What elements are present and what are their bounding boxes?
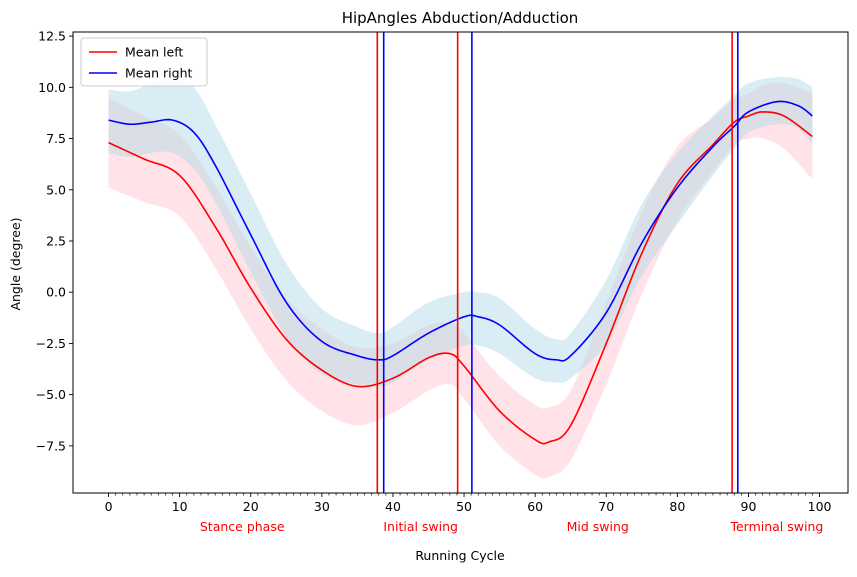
phase-label: Initial swing [383,519,458,534]
series-line-mean-left [108,111,813,445]
legend: Mean left Mean right [80,37,208,87]
x-tick-label: 40 [385,499,401,514]
y-tick-label: −5.0 [36,387,66,402]
y-tick-label: 2.5 [46,233,66,248]
legend-box [80,37,208,87]
legend-label: Mean left [125,45,183,60]
confidence-band-right [108,76,813,387]
y-tick-label: 7.5 [46,131,66,146]
x-tick-label: 90 [741,499,757,514]
x-axis-ticks: 0 10 20 30 40 50 60 70 80 90 100 [105,493,832,514]
phase-label: Terminal swing [729,519,823,534]
x-axis-title: Running Cycle [415,548,505,563]
phase-labels: Stance phase Initial swing Mid swing Termin… [200,519,823,534]
y-axis-ticks: −7.5 −5.0 −2.5 0.0 2.5 5.0 7.5 10.0 12.5 [36,29,73,453]
confidence-bands [108,76,813,479]
y-tick-label: 10.0 [38,80,66,95]
y-tick-label: 12.5 [38,29,66,44]
x-tick-label: 20 [243,499,259,514]
phase-label: Stance phase [200,519,285,534]
confidence-band-left [108,82,813,479]
y-tick-label: −7.5 [36,438,66,453]
x-tick-label: 80 [669,499,685,514]
x-tick-label: 60 [527,499,543,514]
y-axis-title: Angle (degree) [8,217,23,310]
phase-label: Mid swing [567,519,629,534]
x-tick-label: 50 [456,499,472,514]
legend-label: Mean right [125,66,193,81]
x-tick-label: 0 [105,499,113,514]
y-tick-label: 0.0 [46,285,66,300]
y-tick-label: −2.5 [36,336,66,351]
y-tick-label: 5.0 [46,182,66,197]
x-tick-label: 30 [314,499,330,514]
x-tick-label: 100 [808,499,832,514]
phase-lines [376,32,739,493]
plot-frame [72,31,849,494]
x-tick-label: 10 [172,499,188,514]
chart-title: HipAngles Abduction/Adduction [342,9,579,27]
x-tick-label: 70 [598,499,614,514]
